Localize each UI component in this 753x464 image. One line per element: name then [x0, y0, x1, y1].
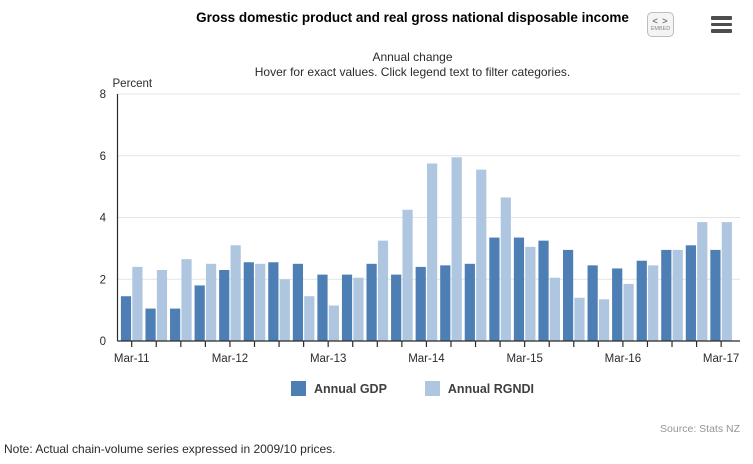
hamburger-bar: [711, 29, 732, 33]
bar-annual-rgndi[interactable]: Sep-13 — Annual RGNDI: 3.25%: [377, 240, 389, 341]
bar-annual-rgndi[interactable]: Jun-12 — Annual RGNDI: 2.5%: [255, 263, 266, 341]
bar-annual-rgndi[interactable]: Dec-15 — Annual RGNDI: 1.35%: [598, 299, 610, 341]
bar-annual-gdp[interactable]: Mar-12 — Annual GDP: 2.3%: [219, 269, 230, 341]
x-tick-label: Mar-17: [703, 353, 739, 365]
bar-annual-rgndi[interactable]: Jun-13 — Annual RGNDI: 2.05%: [353, 277, 364, 341]
bar-annual-gdp[interactable]: Mar-17 — Annual GDP: 2.95%: [710, 249, 721, 341]
legend-label-annual-rgndi[interactable]: Annual RGNDI: [447, 381, 535, 396]
bar-annual-gdp[interactable]: Dec-12 — Annual GDP: 2.5%: [292, 263, 304, 341]
bar-annual-rgndi[interactable]: Mar-14 — Annual RGNDI: 5.75%: [427, 163, 438, 341]
bar-annual-gdp[interactable]: Dec-14 — Annual GDP: 3.35%: [489, 237, 500, 341]
bar-annual-rgndi[interactable]: Dec-12 — Annual RGNDI: 1.45%: [304, 296, 315, 341]
bar-annual-rgndi[interactable]: Jun-14 — Annual RGNDI: 5.95%: [451, 157, 462, 341]
y-tick-label: 8: [100, 89, 106, 101]
x-tick-label: Mar-11: [114, 353, 150, 365]
bar-annual-rgndi[interactable]: Sep-14 — Annual RGNDI: 5.55%: [476, 169, 487, 341]
bar-annual-gdp[interactable]: Jun-16 — Annual GDP: 2.6%: [636, 260, 647, 341]
legend-item-annual-rgndi[interactable]: Annual RGNDI: [424, 381, 535, 396]
bar-chart-plot: Percent 0 2 4 6 8 Mar-11 — Annual GDP: 1.45% Ju…: [100, 78, 740, 365]
bar-annual-rgndi[interactable]: Mar-13 — Annual RGNDI: 1.15%: [328, 305, 339, 341]
y-tick-label: 0: [100, 336, 106, 348]
source-attribution: Source: Stats NZ: [660, 423, 740, 435]
y-tick-label: 2: [100, 274, 106, 286]
bar-annual-gdp[interactable]: Jun-14 — Annual GDP: 2.45%: [440, 265, 451, 341]
x-tick-label: Mar-13: [310, 353, 346, 365]
bar-annual-gdp[interactable]: Jun-13 — Annual GDP: 2.15%: [341, 274, 353, 341]
x-tick-label: Mar-12: [212, 353, 248, 365]
bar-annual-gdp[interactable]: Dec-11 — Annual GDP: 1.8%: [194, 285, 205, 341]
bar-annual-gdp[interactable]: Mar-14 — Annual GDP: 2.4%: [415, 266, 426, 341]
bar-annual-rgndi[interactable]: Mar-11 — Annual RGNDI: 2.4%: [132, 266, 143, 341]
bar-annual-rgndi[interactable]: Mar-17 — Annual RGNDI: 3.85%: [721, 222, 732, 341]
bar-annual-gdp[interactable]: Sep-16 — Annual GDP: 2.95%: [661, 249, 672, 341]
y-tick-label: 6: [100, 151, 106, 163]
embed-button[interactable]: < > EMBED: [647, 12, 674, 37]
bar-annual-rgndi[interactable]: Sep-15 — Annual RGNDI: 1.4%: [574, 297, 585, 341]
bar-annual-gdp[interactable]: Sep-11 — Annual GDP: 1.05%: [170, 308, 181, 341]
embed-button-label: EMBED: [650, 25, 671, 32]
bar-annual-gdp[interactable]: Jun-11 — Annual GDP: 1.05%: [145, 308, 156, 341]
chart-legend: Annual GDP Annual RGNDI: [80, 381, 745, 396]
bar-annual-gdp[interactable]: Dec-16 — Annual GDP: 3.1%: [685, 245, 696, 341]
bar-annual-gdp[interactable]: Sep-12 — Annual GDP: 2.55%: [268, 262, 279, 341]
bar-annual-rgndi[interactable]: Mar-12 — Annual RGNDI: 3.1%: [230, 245, 241, 341]
footnote: Note: Actual chain-volume series express…: [4, 442, 336, 456]
bar-annual-rgndi[interactable]: Mar-16 — Annual RGNDI: 1.85%: [623, 283, 634, 341]
menu-hamburger-icon[interactable]: [711, 16, 732, 33]
bar-annual-gdp[interactable]: Sep-13 — Annual GDP: 2.5%: [366, 263, 377, 341]
y-tick-label: 4: [100, 213, 107, 225]
bar-annual-rgndi[interactable]: Jun-15 — Annual RGNDI: 2.05%: [549, 277, 561, 341]
legend-item-annual-gdp[interactable]: Annual GDP: [290, 381, 387, 396]
bar-annual-rgndi[interactable]: Dec-11 — Annual RGNDI: 2.5%: [205, 263, 217, 341]
legend-swatch-annual-rgndi: [424, 381, 440, 396]
bar-annual-gdp[interactable]: Dec-15 — Annual GDP: 2.45%: [587, 265, 598, 341]
bar-annual-gdp[interactable]: Mar-11 — Annual GDP: 1.45%: [120, 296, 132, 341]
x-tick-label: Mar-16: [605, 353, 641, 365]
chart-subtitle: Annual change: [372, 50, 453, 64]
hamburger-bar: [711, 22, 732, 26]
bar-annual-rgndi[interactable]: Sep-11 — Annual RGNDI: 2.65%: [181, 259, 192, 341]
bar-annual-gdp[interactable]: Sep-14 — Annual GDP: 2.5%: [464, 263, 475, 341]
legend-label-annual-gdp[interactable]: Annual GDP: [313, 381, 387, 396]
bar-annual-rgndi[interactable]: Dec-16 — Annual RGNDI: 3.85%: [697, 222, 708, 341]
x-tick-label: Mar-14: [408, 353, 445, 365]
bar-annual-gdp[interactable]: Dec-13 — Annual GDP: 2.15%: [391, 274, 402, 341]
y-axis-title: Percent: [113, 78, 153, 90]
bar-annual-gdp[interactable]: Jun-15 — Annual GDP: 3.25%: [538, 240, 549, 341]
legend-swatch-annual-gdp: [290, 381, 306, 396]
bar-annual-gdp[interactable]: Sep-15 — Annual GDP: 2.95%: [562, 249, 574, 341]
chart-hint: Hover for exact values. Click legend tex…: [254, 65, 571, 79]
bar-annual-rgndi[interactable]: Jun-11 — Annual RGNDI: 2.3%: [156, 269, 168, 341]
bar-annual-gdp[interactable]: Jun-12 — Annual GDP: 2.55%: [243, 262, 254, 341]
bar-annual-gdp[interactable]: Mar-15 — Annual GDP: 3.35%: [513, 237, 525, 341]
bar-annual-rgndi[interactable]: Jun-16 — Annual RGNDI: 2.45%: [648, 265, 659, 341]
x-tick-label: Mar-15: [506, 353, 542, 365]
bar-annual-gdp[interactable]: Mar-16 — Annual GDP: 2.35%: [612, 268, 623, 341]
bar-annual-rgndi[interactable]: Sep-16 — Annual RGNDI: 2.95%: [672, 249, 683, 341]
hamburger-bar: [711, 16, 732, 20]
bar-annual-rgndi[interactable]: Dec-13 — Annual RGNDI: 4.25%: [402, 209, 413, 341]
page-title: Gross domestic product and real gross na…: [196, 10, 629, 25]
bar-annual-gdp[interactable]: Mar-13 — Annual GDP: 2.15%: [317, 274, 328, 341]
code-brackets-icon: < >: [652, 15, 669, 26]
bar-annual-rgndi[interactable]: Mar-15 — Annual RGNDI: 3.05%: [525, 246, 536, 341]
bar-annual-rgndi[interactable]: Dec-14 — Annual RGNDI: 4.65%: [500, 197, 511, 341]
bar-annual-rgndi[interactable]: Sep-12 — Annual RGNDI: 2%: [279, 279, 290, 341]
